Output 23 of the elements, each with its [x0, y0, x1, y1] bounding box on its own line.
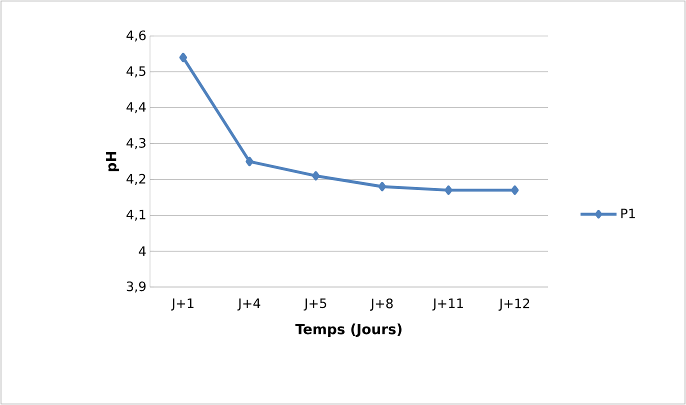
- x-tick-label: J+8: [370, 298, 393, 311]
- point: [312, 171, 320, 181]
- x-tick-label: J+4: [237, 298, 260, 311]
- point: [444, 186, 452, 195]
- x-tick-label: J+12: [498, 298, 530, 311]
- point: [378, 182, 386, 192]
- point: [179, 52, 188, 62]
- point: [510, 186, 519, 195]
- x-axis-title: Temps (Jours): [295, 324, 402, 338]
- y-tick-label: 4,4: [126, 102, 146, 114]
- legend-label: P1: [621, 208, 635, 218]
- y-tick-label: 4: [138, 246, 146, 256]
- x-tick-label: J+1: [171, 298, 194, 311]
- y-tick-label: 4,6: [126, 30, 146, 42]
- y-tick-label: 4,5: [126, 66, 146, 78]
- x-tick-label: J+5: [304, 298, 326, 311]
- y-tick-label: 4,2: [126, 174, 146, 185]
- y-axis-title: pH: [106, 152, 120, 172]
- point: [246, 156, 254, 166]
- y-tick-label: 3,9: [126, 281, 146, 293]
- y-tick-label: 4,3: [126, 138, 146, 150]
- x-tick-label: J+11: [432, 298, 463, 311]
- y-tick-label: 4,1: [126, 210, 146, 221]
